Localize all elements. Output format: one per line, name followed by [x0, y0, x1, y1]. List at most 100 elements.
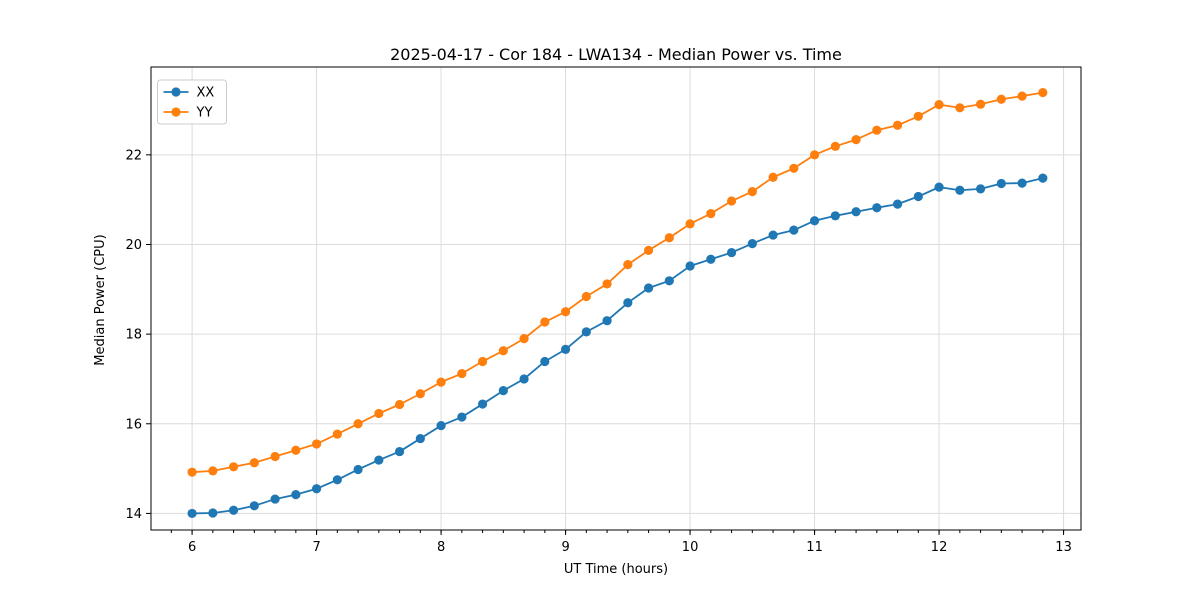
- y-tick-label: 16: [125, 417, 142, 432]
- data-point-yy: [291, 445, 301, 455]
- data-point-yy: [768, 172, 778, 182]
- data-point-xx: [457, 412, 467, 422]
- chart-title: 2025-04-17 - Cor 184 - LWA134 - Median P…: [390, 45, 842, 64]
- data-point-yy: [436, 377, 446, 387]
- data-point-xx: [1017, 178, 1027, 188]
- x-tick-label: 7: [312, 540, 320, 555]
- data-point-xx: [892, 199, 903, 209]
- legend-box: [157, 79, 227, 125]
- data-point-xx: [249, 501, 259, 511]
- data-point-yy: [747, 187, 757, 197]
- data-point-yy: [664, 233, 674, 243]
- data-point-xx: [643, 283, 654, 293]
- data-point-xx: [228, 505, 239, 515]
- data-point-xx: [955, 185, 965, 195]
- data-point-xx: [291, 489, 301, 500]
- data-point-yy: [809, 150, 820, 160]
- legend-label-xx: XX: [197, 86, 215, 101]
- y-axis-label: Median Power (CPU): [93, 234, 108, 365]
- data-point-yy: [332, 429, 342, 439]
- series-line-xx: [192, 177, 1044, 515]
- data-point-yy: [685, 219, 695, 229]
- x-tick-label: 6: [188, 540, 196, 555]
- data-point-xx: [934, 182, 944, 192]
- data-point-yy: [311, 439, 322, 449]
- data-point-xx: [1038, 173, 1048, 183]
- data-point-yy: [581, 291, 591, 302]
- axes-layer: 6 7 8 9 10 11 12 13 14 16 18 20 22: [125, 66, 1082, 555]
- data-point-yy: [643, 245, 654, 255]
- data-point-yy: [187, 467, 197, 477]
- data-point-xx: [830, 211, 840, 221]
- x-axis-label: UT Time (hours): [564, 562, 668, 577]
- data-point-xx: [664, 276, 674, 286]
- y-tick-label: 14: [125, 507, 142, 522]
- data-point-xx: [498, 386, 508, 396]
- y-tick-label: 20: [125, 238, 142, 253]
- data-point-yy: [457, 368, 467, 379]
- data-point-yy: [934, 100, 944, 110]
- data-point-yy: [477, 356, 488, 367]
- x-tick-label: 8: [437, 540, 445, 555]
- data-point-xx: [436, 420, 446, 431]
- data-point-xx: [768, 230, 778, 240]
- data-point-yy: [519, 334, 529, 344]
- y-tick-label: 18: [125, 328, 142, 343]
- data-point-xx: [747, 238, 757, 249]
- data-point-xx: [975, 184, 986, 194]
- data-point-yy: [851, 135, 861, 145]
- data-point-xx: [581, 327, 591, 337]
- data-point-yy: [498, 346, 508, 356]
- data-point-xx: [706, 254, 716, 264]
- data-point-xx: [477, 399, 488, 409]
- data-point-yy: [374, 408, 384, 419]
- data-point-yy: [353, 419, 363, 429]
- data-point-xx: [311, 484, 322, 494]
- data-point-xx: [519, 374, 529, 384]
- legend-sample-marker: [171, 107, 181, 117]
- data-point-xx: [623, 298, 633, 308]
- legend-sample-marker: [171, 87, 181, 97]
- legend: XX YY: [157, 79, 227, 125]
- data-point-xx: [540, 356, 550, 367]
- data-point-yy: [726, 196, 737, 206]
- data-point-yy: [228, 462, 239, 472]
- legend-label-yy: YY: [196, 106, 213, 121]
- data-point-yy: [208, 466, 218, 476]
- data-point-xx: [996, 178, 1006, 189]
- data-point-xx: [851, 207, 861, 217]
- series-line-yy: [192, 91, 1043, 474]
- x-tick-label: 12: [931, 540, 948, 555]
- data-point-yy: [996, 94, 1006, 104]
- data-point-xx: [560, 344, 571, 354]
- data-point-yy: [955, 103, 965, 113]
- data-point-xx: [353, 464, 363, 475]
- data-point-xx: [374, 455, 384, 465]
- data-point-xx: [602, 316, 612, 326]
- data-point-yy: [1038, 87, 1048, 98]
- data-point-yy: [872, 125, 882, 135]
- data-point-yy: [1017, 91, 1027, 101]
- data-point-xx: [789, 225, 799, 235]
- x-tick-label: 10: [682, 540, 699, 555]
- grid-layer: [151, 67, 1081, 530]
- y-tick-label: 22: [125, 148, 142, 163]
- data-point-xx: [332, 475, 342, 485]
- data-point-xx: [872, 203, 882, 213]
- data-point-yy: [415, 389, 425, 399]
- data-point-yy: [270, 451, 280, 462]
- data-point-yy: [602, 279, 612, 289]
- data-point-yy: [789, 163, 799, 173]
- data-point-yy: [892, 120, 903, 130]
- data-point-yy: [540, 317, 550, 327]
- data-point-xx: [726, 247, 737, 258]
- data-point-xx: [394, 446, 405, 457]
- data-point-xx: [270, 494, 280, 504]
- data-point-xx: [913, 191, 923, 202]
- series-layer: [187, 87, 1048, 519]
- data-point-xx: [809, 216, 820, 226]
- x-tick-label: 13: [1055, 540, 1072, 555]
- x-tick-label: 11: [806, 540, 823, 555]
